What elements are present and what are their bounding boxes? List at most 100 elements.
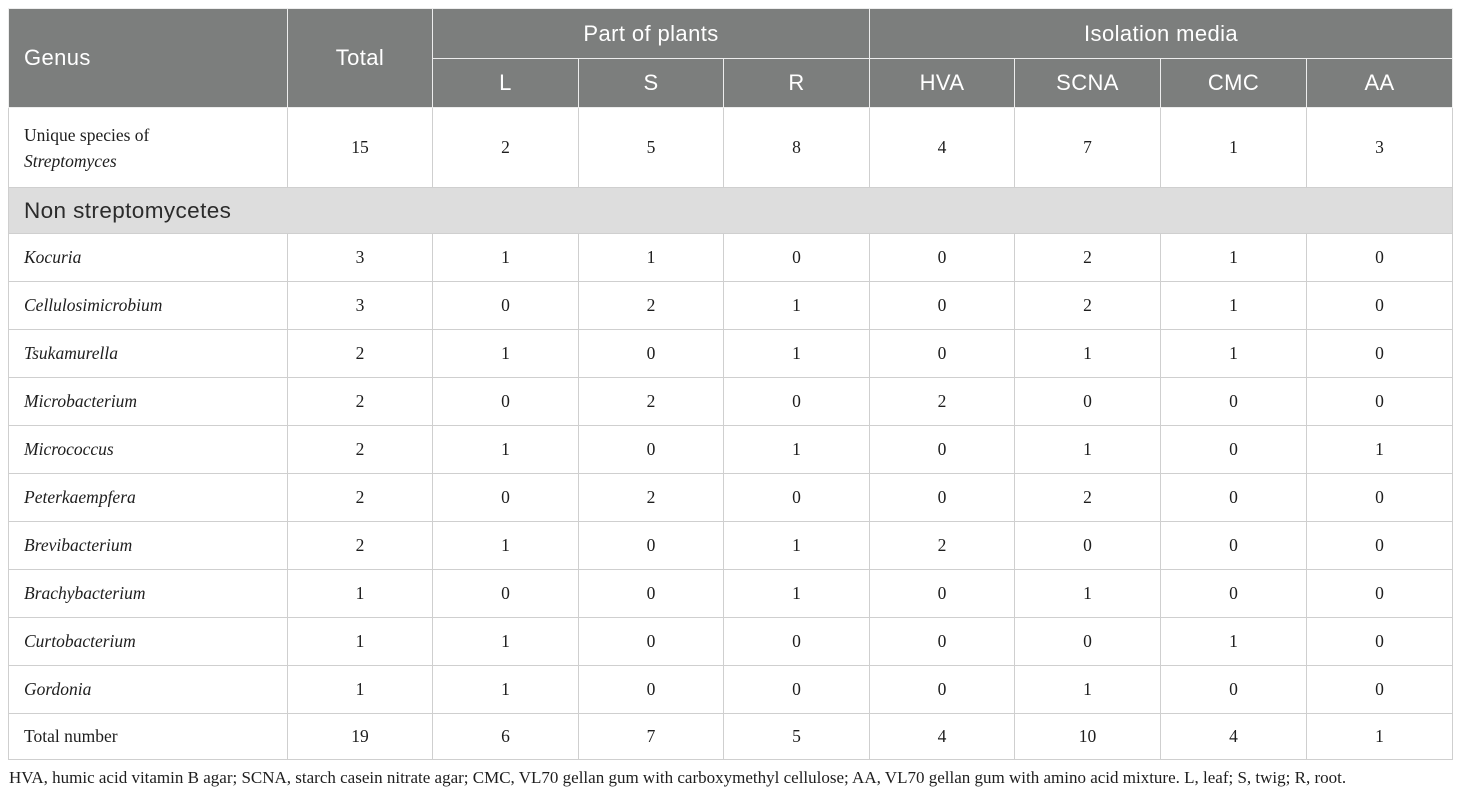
value-cell: 0 [869,281,1016,330]
value-cell: 0 [578,665,724,714]
value-cell: 1 [432,617,579,666]
value-cell: 1 [1306,425,1454,474]
value-cell: 3 [287,281,433,330]
value-cell: 0 [1306,569,1454,618]
table-row-brachybacterium: Brachybacterium 1 0 0 1 0 1 0 0 [8,569,1454,618]
value-cell: 3 [1306,107,1454,188]
value-cell: 1 [1160,107,1308,188]
value-cell: 2 [578,377,724,426]
value-cell: 0 [722,377,871,426]
value-cell: 0 [869,425,1016,474]
value-cell: 0 [722,473,871,522]
value-cell: 0 [1160,521,1308,570]
genus-cell: Microbacterium [8,377,288,426]
section-row-non-streptomycetes: Non streptomycetes [7,187,1454,234]
value-cell: 1 [432,329,579,378]
genus-cell: Cellulosimicrobium [8,281,288,330]
genus-cell: Brevibacterium [8,521,288,570]
value-cell: 1 [1014,425,1162,474]
value-cell: 4 [1160,713,1308,760]
value-cell: 0 [1306,521,1454,570]
value-cell: 0 [1306,233,1454,282]
header-row-subcolumns: L S R HVA SCNA CMC AA [9,58,1454,108]
value-cell: 1 [1306,713,1454,760]
genus-cell: Micrococcus [8,425,288,474]
value-cell: 1 [432,425,579,474]
value-cell: 0 [869,665,1016,714]
value-cell: 0 [1014,521,1162,570]
value-cell: 5 [722,713,871,760]
value-cell: 0 [1306,617,1454,666]
value-cell: 0 [722,233,871,282]
page: Genus Total Part of plants Isolation med… [7,8,1454,787]
header-cell-s: S [578,58,724,108]
value-cell: 0 [1160,425,1308,474]
table-row-cellulosimicrobium: Cellulosimicrobium 3 0 2 1 0 2 1 0 [8,281,1454,330]
total-label-cell: Total number [8,713,288,760]
value-cell: 1 [1014,329,1162,378]
value-cell: 1 [432,521,579,570]
value-cell: 8 [722,107,871,188]
table-row-microbacterium: Microbacterium 2 0 2 0 2 0 0 0 [8,377,1454,426]
table-row-total: Total number 19 6 7 5 4 10 4 1 [8,713,1454,760]
header-cell-r: R [722,58,871,108]
value-cell: 2 [1014,233,1162,282]
value-cell: 7 [1014,107,1162,188]
value-cell: 6 [432,713,579,760]
header-cell-total: Total [287,8,433,108]
value-cell: 2 [578,281,724,330]
genus-cell: Kocuria [8,233,288,282]
value-cell: 0 [869,617,1016,666]
value-cell: 0 [869,473,1016,522]
value-cell: 0 [1306,377,1454,426]
table-row-gordonia: Gordonia 1 1 0 0 0 1 0 0 [8,665,1454,714]
value-cell: 0 [1306,281,1454,330]
value-cell: 0 [869,329,1016,378]
value-cell: 0 [1306,473,1454,522]
value-cell: 0 [722,665,871,714]
value-cell: 0 [722,617,871,666]
table-header: Genus Total Part of plants Isolation med… [8,8,1454,108]
table-row-kocuria: Kocuria 3 1 1 0 0 2 1 0 [8,233,1454,282]
value-cell: 15 [287,107,433,188]
value-cell: 0 [1306,665,1454,714]
value-cell: 0 [578,329,724,378]
header-row-groups: Genus Total Part of plants Isolation med… [8,8,1454,108]
header-group-isolation-media: Isolation media [869,8,1454,59]
value-cell: 1 [1160,617,1308,666]
value-cell: 1 [1160,281,1308,330]
value-cell: 1 [287,617,433,666]
value-cell: 1 [722,329,871,378]
table-footnote: HVA, humic acid vitamin B agar; SCNA, st… [9,768,1347,787]
value-cell: 0 [1160,377,1308,426]
table-row-brevibacterium: Brevibacterium 2 1 0 1 2 0 0 0 [8,521,1454,570]
value-cell: 0 [578,425,724,474]
value-cell: 7 [578,713,724,760]
value-cell: 0 [578,569,724,618]
table-row-peterkaempfera: Peterkaempfera 2 0 2 0 0 2 0 0 [8,473,1454,522]
value-cell: 2 [1014,473,1162,522]
value-cell: 2 [287,521,433,570]
value-cell: 0 [1160,665,1308,714]
value-cell: 1 [287,665,433,714]
value-cell: 2 [287,329,433,378]
value-cell: 1 [722,281,871,330]
genus-cell: Gordonia [8,665,288,714]
section-label: Non streptomycetes [7,187,1454,234]
value-cell: 19 [287,713,433,760]
header-cell-aa: AA [1306,58,1454,108]
value-cell: 1 [578,233,724,282]
genus-cell: Peterkaempfera [8,473,288,522]
value-cell: 2 [287,425,433,474]
table-row-tsukamurella: Tsukamurella 2 1 0 1 0 1 1 0 [8,329,1454,378]
genus-cell: Brachybacterium [8,569,288,618]
value-cell: 1 [287,569,433,618]
genus-cell: Tsukamurella [8,329,288,378]
value-cell: 1 [432,233,579,282]
value-cell: 3 [287,233,433,282]
table-body: Unique species of Streptomyces 15 2 5 8 … [7,107,1454,760]
genus-label-line1: Unique species of [24,124,150,145]
value-cell: 1 [722,425,871,474]
value-cell: 1 [722,521,871,570]
header-cell-l: L [432,58,579,108]
